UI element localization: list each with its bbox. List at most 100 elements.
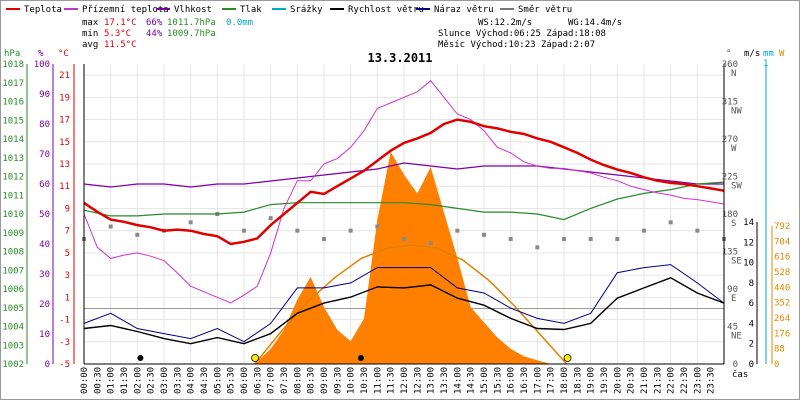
stats-max-pressure: 1011.7hPa [167,18,216,28]
pressure-tick-label: 1005 [2,304,24,314]
pressure-tick-label: 1004 [2,323,24,333]
humidity-tick-label: 70 [39,150,50,160]
x-tick-label: 19:30 [600,367,610,394]
sunset-marker [563,354,572,362]
stats-avg-label: avg [82,40,98,50]
moonset-marker [137,355,144,361]
wind-tick-label: 12 [743,238,754,248]
humidity-tick-label: 80 [39,120,50,130]
x-tick-label: 03:30 [173,367,183,394]
x-tick-label: 06:30 [253,367,263,394]
solar-tick-label: 528 [774,268,790,278]
x-tick-label: 07:00 [267,367,277,394]
wind-tick-label: 0 [749,360,754,370]
pressure-tick-label: 1007 [2,266,24,276]
temperature-tick-label: 11 [59,182,70,192]
x-tick-label: 13:00 [427,367,437,394]
direction-tick-label: 360 [722,60,738,70]
x-tick-label: 11:30 [387,367,397,394]
wind-direction-point [322,237,326,241]
sun-times: Slunce Východ:06:25 Západ:18:08 [438,29,606,39]
x-tick-label: 17:30 [547,367,557,394]
pressure-tick-label: 1003 [2,341,24,351]
legend-label: Tlak [240,5,262,15]
compass-label: E [731,294,736,304]
wind-direction-point [695,228,700,233]
solar-tick-label: 88 [774,345,785,355]
x-tick-label: 22:30 [680,367,690,394]
pressure-tick-label: 1012 [2,173,24,183]
x-tick-label: 18:00 [560,367,570,394]
x-tick-label: 23:30 [707,367,717,394]
direction-tick-label: 0 [733,360,738,370]
pressure-tick-label: 1008 [2,248,24,258]
wind-direction-point [242,228,246,233]
series-teplota [83,118,725,246]
unit-ms: m/s [744,49,760,59]
stats-avg-temp: 11.5°C [104,40,137,50]
pressure-tick-label: 1013 [2,154,24,164]
pressure-tick-label: 1009 [2,229,24,239]
temperature-tick-label: 15 [59,138,70,148]
solar-tick-label: 704 [774,237,790,247]
compass-label: NW [731,107,742,117]
x-tick-label: 13:30 [440,367,450,394]
series-vlhkost [83,162,724,188]
x-tick-label: 05:30 [227,367,237,394]
wind-direction-point [348,228,353,233]
temperature-tick-label: -1 [59,316,70,326]
wind-direction-point [642,228,646,233]
solar-tick-label: 792 [774,222,790,232]
compass-label: NE [731,332,742,342]
wind-direction-point [402,237,406,241]
wind-tick-label: 8 [749,279,754,289]
legend-label: Náraz větru [434,5,494,15]
wind-direction-point [135,232,140,237]
unit-mm: mm [763,49,774,59]
x-tick-label: 11:00 [373,367,383,394]
legend-label: Teplota [24,5,62,15]
stats-block: max 17.1°C 66% 1011.7hPa 0.0mm min 5.3°C… [82,18,253,50]
x-tick-label: 12:30 [413,367,423,394]
humidity-tick-label: 60 [39,180,50,190]
wind-tick-label: 2 [749,340,754,350]
x-tick-label: 18:30 [573,367,583,394]
wind-tick-label: 10 [743,259,754,269]
temperature-tick-label: 7 [65,227,70,237]
solar-tick-label: 176 [774,329,790,339]
x-tick-label: 16:00 [507,367,517,394]
unit-celsius: °C [58,49,69,59]
stats-max-label: max [82,18,99,28]
unit-w: W [779,49,785,59]
x-tick-label: 20:00 [613,367,623,394]
humidity-tick-label: 40 [39,240,50,250]
x-tick-label: 14:00 [453,367,463,394]
unit-time: čas [732,369,748,380]
wind-tick-label: 4 [749,319,754,329]
x-tick-label: 01:00 [107,367,117,394]
x-tick-label: 03:00 [160,367,170,394]
unit-percent: % [38,49,44,59]
unit-degree: ° [726,49,731,59]
wind-direction-point [668,220,673,225]
x-tick-label: 20:30 [627,367,637,394]
plot-area [82,64,726,365]
wind-direction-point [295,228,300,233]
direction-tick-label: 135 [722,248,738,258]
temperature-tick-label: -5 [59,360,70,370]
x-tick-label: 21:30 [653,367,663,394]
unit-hpa: hPa [4,49,20,59]
moon-times: Měsíc Východ:10:23 Západ:2:07 [438,40,595,50]
humidity-tick-label: 90 [39,90,50,100]
pressure-tick-label: 1002 [2,360,24,370]
solar-tick-label: 440 [774,283,790,293]
humidity-tick-label: 0 [45,360,50,370]
wind-tick-label: 6 [749,299,754,309]
humidity-tick-label: 30 [39,270,50,280]
sun-elevation-line [254,244,568,365]
wind-direction-point [188,220,193,225]
x-tick-label: 10:00 [347,367,357,394]
wind-direction-point [508,237,513,241]
x-tick-label: 15:30 [493,367,503,394]
x-tick-label: 06:00 [240,367,250,394]
